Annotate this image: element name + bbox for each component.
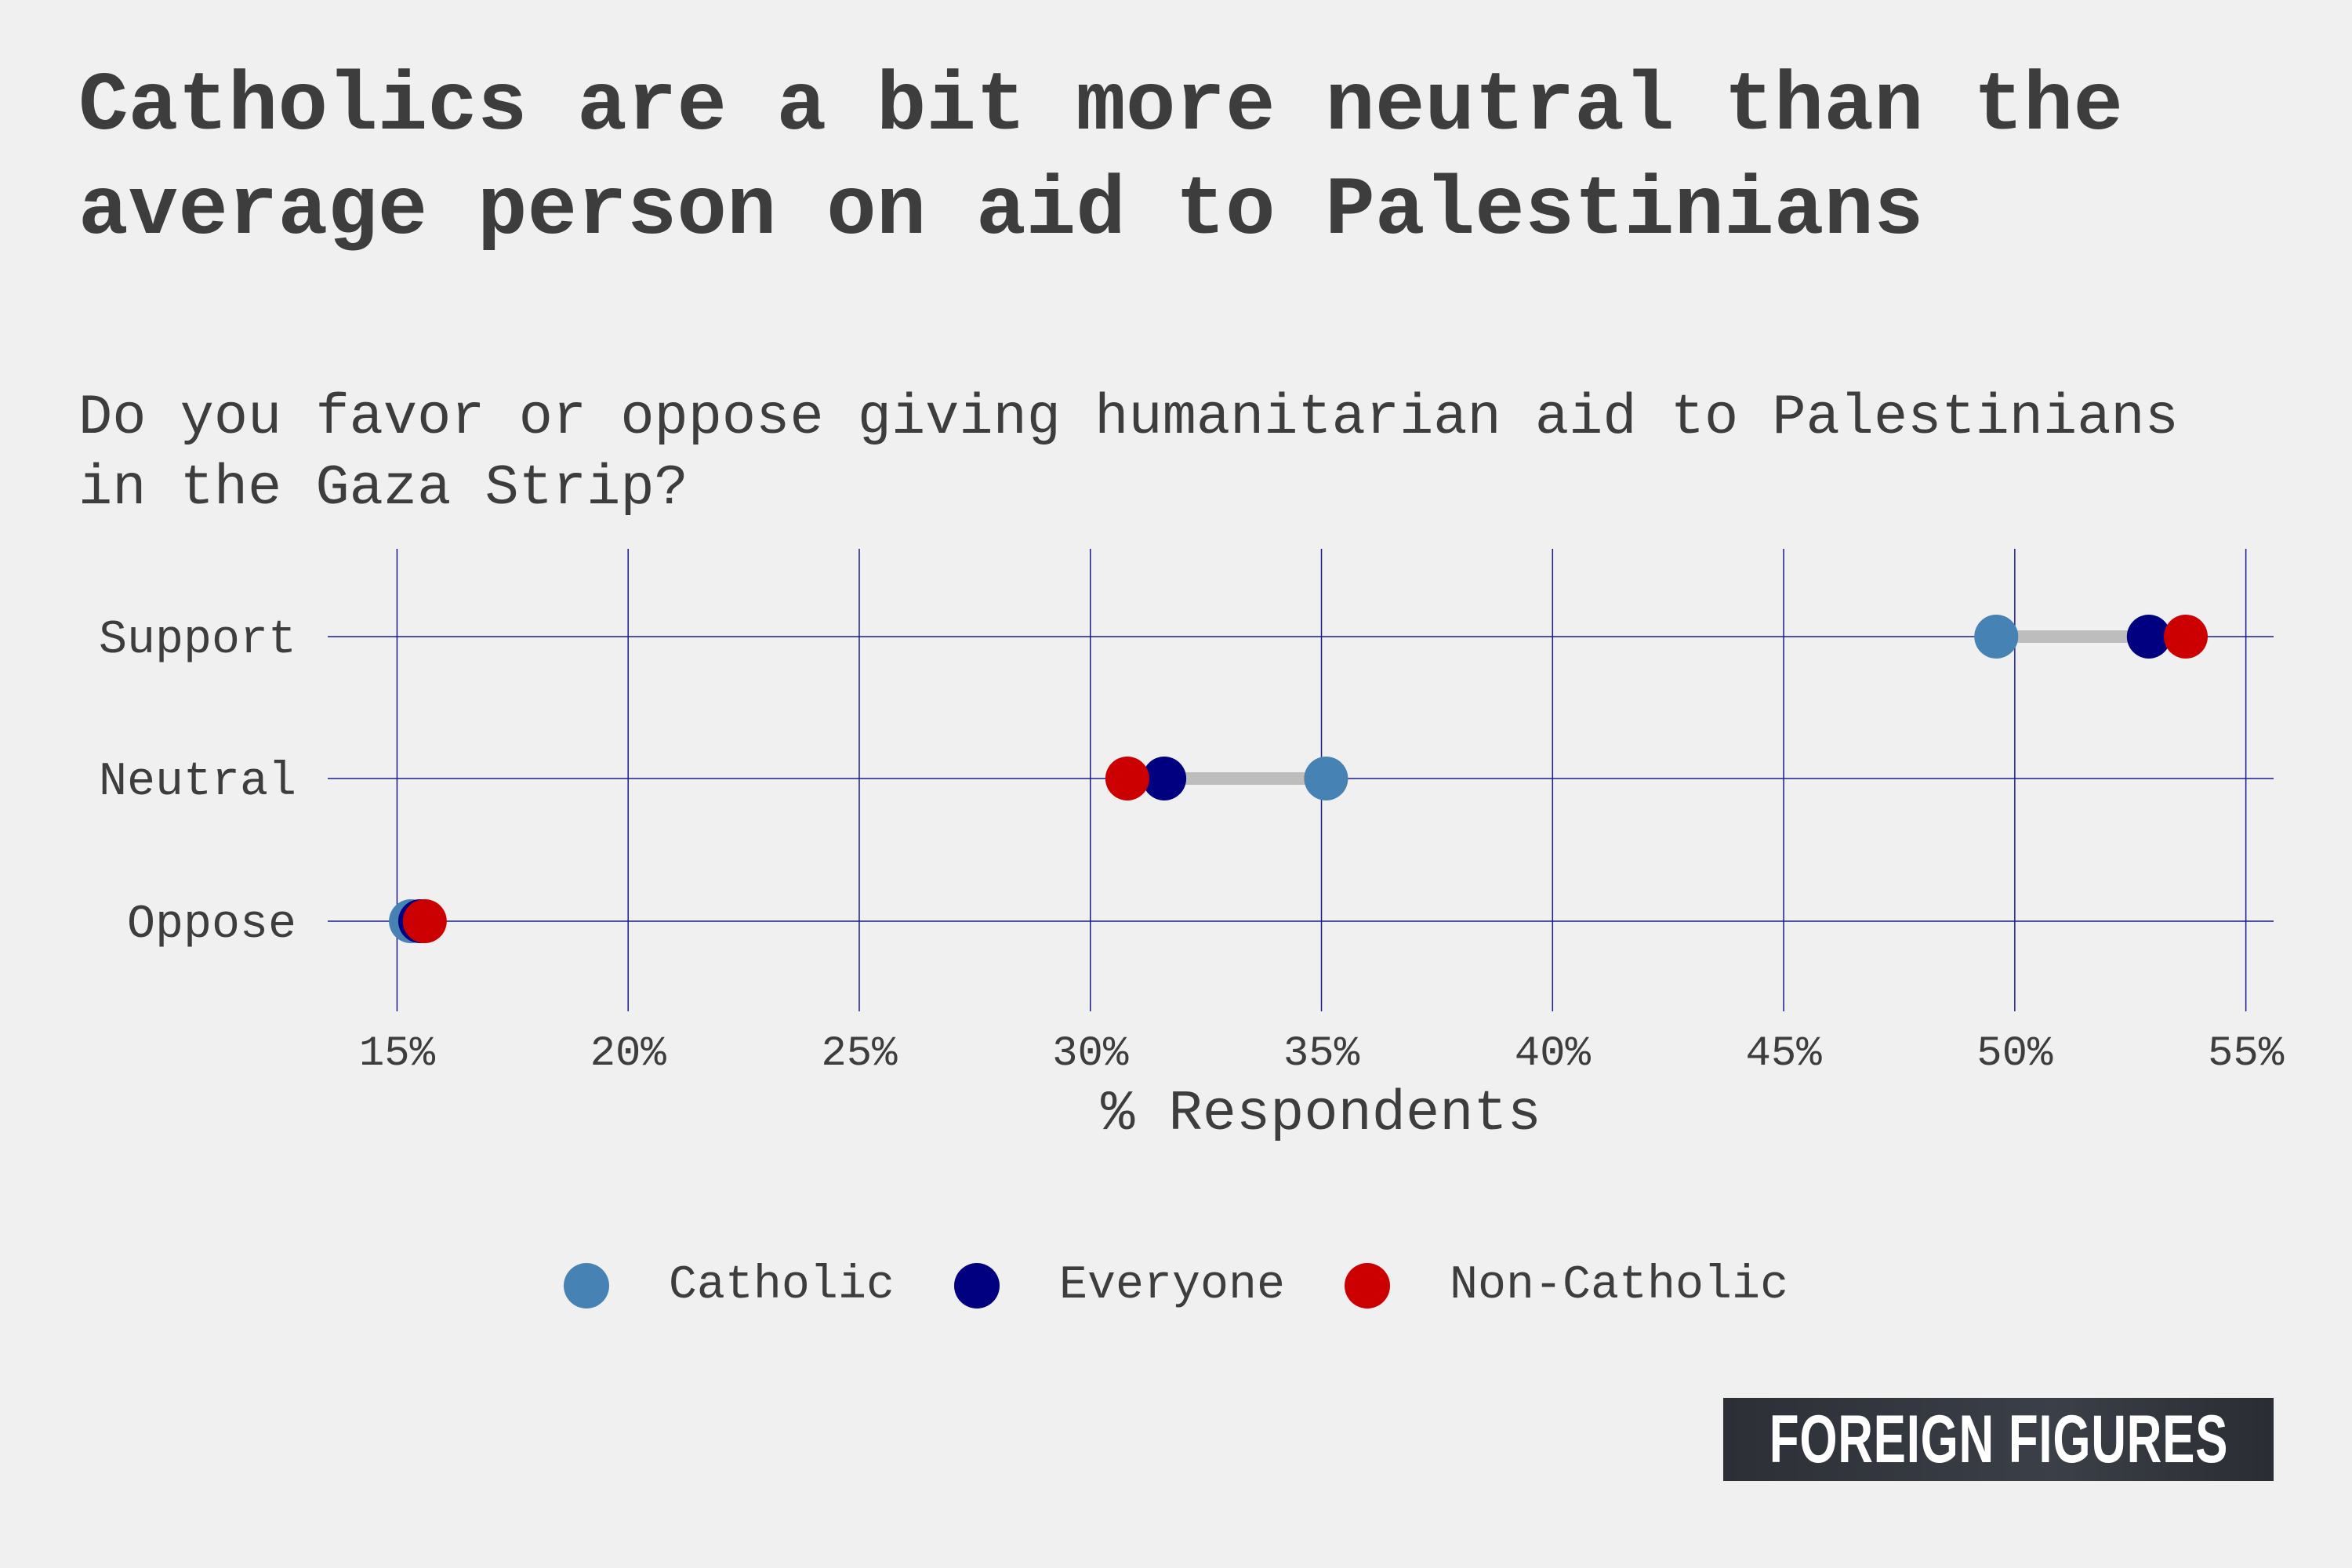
x-tick-label: 40% — [1515, 1030, 1592, 1078]
chart-title: Catholics are a bit more neutral than th… — [78, 60, 2124, 258]
x-axis-title: % Respondents — [1101, 1082, 1541, 1146]
category-label-oppose: Oppose — [127, 898, 296, 952]
point-everyone-support — [2126, 615, 2171, 659]
legend-label: Non-Catholic — [1450, 1259, 1789, 1312]
x-tick-label: 55% — [2208, 1030, 2285, 1078]
brand-logo: FOREIGN FIGURES — [1723, 1398, 2274, 1481]
point-catholic-support — [1974, 615, 2019, 659]
legend-swatch — [563, 1263, 609, 1308]
point-non-catholic-support — [2163, 615, 2208, 659]
legend-label: Everyone — [1058, 1259, 1285, 1312]
x-tick-labels: 15% 20% 25% 30% 35% 40% 45% 50% 55% — [359, 1030, 2285, 1078]
legend-item-catholic: Catholic — [563, 1259, 895, 1312]
x-tick-label: 45% — [1745, 1030, 1822, 1078]
category-label-neutral: Neutral — [99, 756, 296, 809]
x-tick-label: 50% — [1976, 1030, 2053, 1078]
point-everyone-neutral — [1142, 757, 1187, 800]
legend-item-non-catholic: Non-Catholic — [1345, 1259, 1788, 1312]
data-points — [389, 615, 2208, 943]
grid-lines — [328, 549, 2274, 1011]
legend-item-everyone: Everyone — [953, 1259, 1285, 1312]
legend: Catholic Everyone Non-Catholic — [0, 1254, 2352, 1317]
brand-text: FOREIGN FIGURES — [1769, 1401, 2228, 1477]
x-tick-label: 25% — [821, 1030, 898, 1078]
category-labels: Support Neutral Oppose — [99, 614, 296, 952]
legend-swatch — [953, 1263, 1000, 1308]
point-catholic-neutral — [1304, 757, 1348, 800]
legend-swatch — [1345, 1263, 1390, 1308]
chart-subtitle: Do you favor or oppose giving humanitari… — [78, 386, 2179, 521]
x-tick-label: 30% — [1052, 1030, 1129, 1078]
dumbbell-chart: Support Neutral Oppose 15% 20% 25% 30% 35% 40% 4… — [99, 549, 2285, 1146]
x-tick-label: 35% — [1283, 1030, 1360, 1078]
point-non-catholic-oppose — [402, 899, 447, 943]
x-tick-label: 15% — [359, 1030, 436, 1078]
point-non-catholic-neutral — [1105, 757, 1149, 800]
category-label-support: Support — [99, 614, 296, 667]
legend-label: Catholic — [668, 1259, 895, 1312]
x-tick-label: 20% — [590, 1030, 667, 1078]
